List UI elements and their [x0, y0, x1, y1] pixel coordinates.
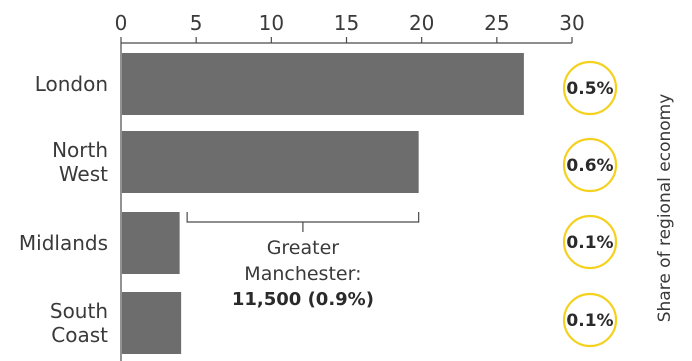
bars — [122, 53, 524, 354]
annotation-bracket — [186, 212, 420, 223]
x-tick-label: 30 — [559, 11, 584, 35]
x-tick-label: 10 — [259, 11, 284, 35]
share-circle — [562, 214, 618, 270]
category-label: South Coast — [50, 299, 108, 347]
annotation-value: 11,500 (0.9%) — [232, 289, 374, 310]
share-value: 0.1% — [566, 311, 613, 331]
x-tick-label: 0 — [115, 11, 128, 35]
x-tick-label: 5 — [190, 11, 203, 35]
category-labels: London North West Midlands South Coast — [19, 72, 108, 347]
bar — [122, 292, 182, 354]
x-tick-label: 20 — [409, 11, 434, 35]
share-badges: 0.5% 0.6% 0.1% 0.1% — [562, 60, 618, 348]
x-tick-label: 25 — [484, 11, 509, 35]
share-circle — [562, 292, 618, 348]
x-axis-ticks: 0 5 10 15 20 25 30 — [115, 11, 585, 43]
category-label: Midlands — [19, 231, 108, 255]
annotation-text: Greater — [267, 237, 340, 259]
bar — [122, 212, 180, 274]
x-tick-label: 15 — [334, 11, 359, 35]
share-value: 0.5% — [566, 79, 613, 99]
share-of-regional-economy-label: Share of regional economy — [655, 94, 675, 323]
share-circle — [562, 60, 618, 116]
category-label: London — [35, 72, 108, 96]
bar — [122, 131, 419, 193]
category-label: North West — [52, 138, 108, 186]
share-value: 0.1% — [566, 233, 613, 253]
annotation-text: Manchester: — [244, 263, 361, 285]
share-value: 0.6% — [566, 156, 613, 176]
bar — [122, 53, 524, 115]
greater-manchester-annotation: Greater Manchester: 11,500 (0.9%) — [186, 212, 420, 310]
share-circle — [562, 137, 618, 193]
